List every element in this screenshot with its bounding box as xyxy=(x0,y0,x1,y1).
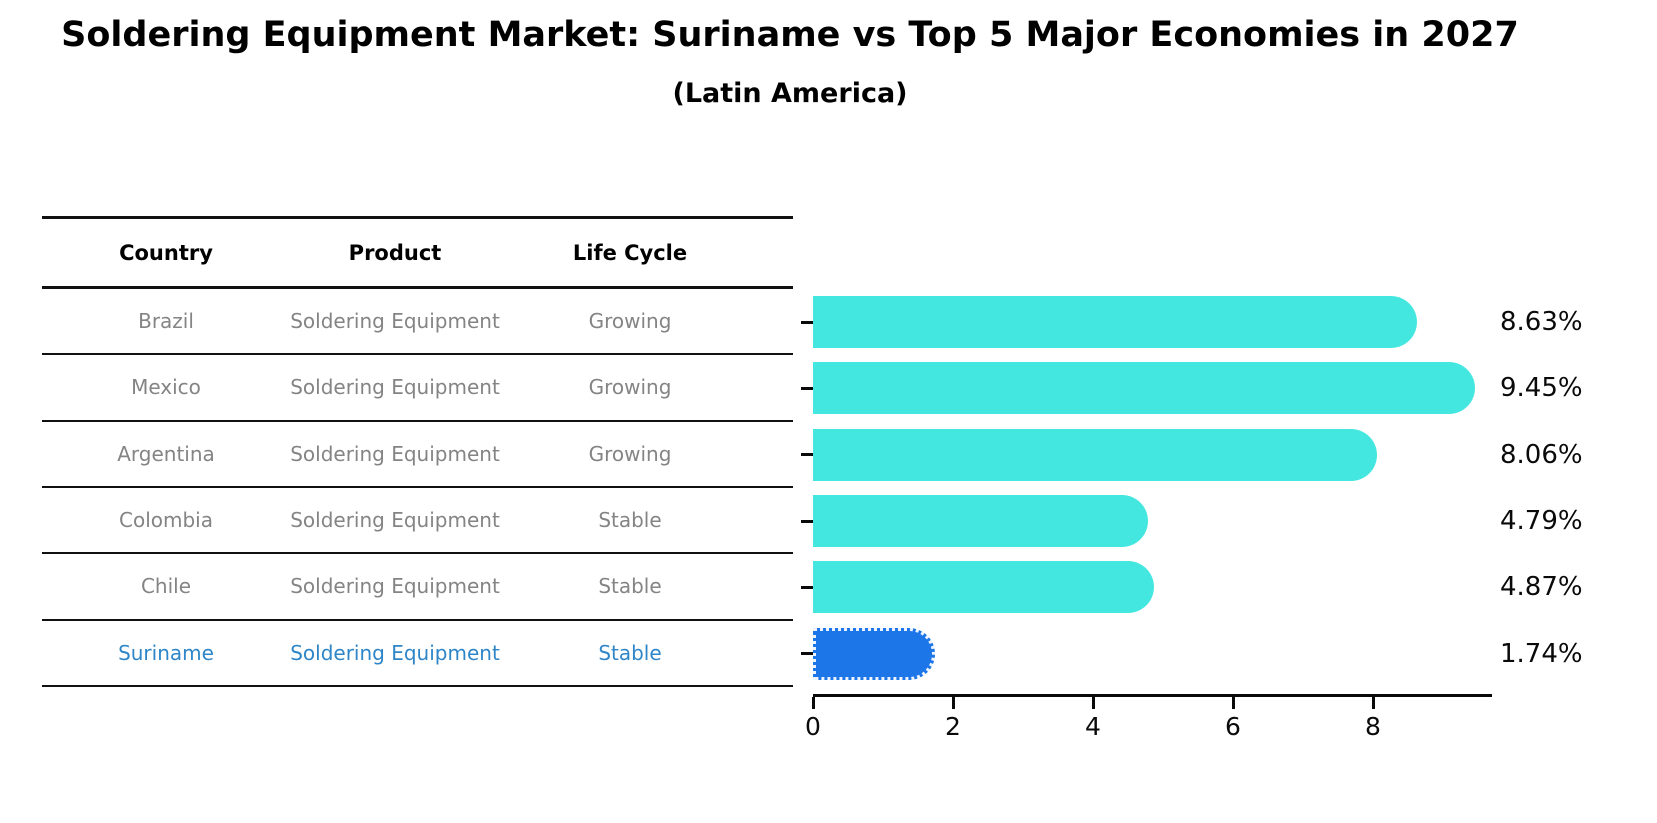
bar-value-label: 4.79% xyxy=(1500,506,1583,537)
x-axis-tick xyxy=(1091,697,1095,709)
header-cell-life-cycle: Life Cycle xyxy=(572,240,688,265)
page-subtitle: (Latin America) xyxy=(672,78,908,109)
y-axis-tick xyxy=(801,652,813,656)
cell-country: Chile xyxy=(140,574,192,599)
x-axis-tick-label: 8 xyxy=(1365,712,1381,741)
x-axis-tick-label: 2 xyxy=(945,712,961,741)
x-axis-tick xyxy=(1231,697,1235,709)
x-axis-tick xyxy=(1371,697,1375,709)
cell-country: Mexico xyxy=(131,375,201,400)
x-axis-tick-label: 0 xyxy=(805,712,821,741)
bar xyxy=(813,561,1154,614)
cell-product: Soldering Equipment xyxy=(290,574,500,599)
header-cell-country: Country xyxy=(119,240,213,265)
cell-life-cycle: Stable xyxy=(598,640,662,665)
y-axis-tick xyxy=(801,453,813,457)
table-row: Chile Soldering Equipment Stable xyxy=(42,554,793,621)
table-row: Mexico Soldering Equipment Growing xyxy=(42,355,793,422)
cell-country: Colombia xyxy=(119,508,213,533)
bar-value-label: 9.45% xyxy=(1500,373,1583,404)
cell-life-cycle: Growing xyxy=(588,375,672,400)
cell-country: Brazil xyxy=(138,309,194,334)
x-axis-tick-label: 4 xyxy=(1085,712,1101,741)
bar xyxy=(813,627,935,680)
cell-product: Soldering Equipment xyxy=(290,508,500,533)
cell-country: Argentina xyxy=(117,441,215,466)
cell-life-cycle: Stable xyxy=(598,574,662,599)
cell-product: Soldering Equipment xyxy=(290,375,500,400)
cell-life-cycle: Stable xyxy=(598,508,662,533)
cell-life-cycle: Growing xyxy=(588,441,672,466)
bar xyxy=(813,362,1475,415)
x-axis-tick xyxy=(811,697,815,709)
bar-value-label: 8.63% xyxy=(1500,307,1583,338)
cell-life-cycle: Growing xyxy=(588,309,672,334)
cell-product: Soldering Equipment xyxy=(290,309,500,334)
table-row: Suriname Soldering Equipment Stable xyxy=(42,621,793,687)
bar-value-label: 4.87% xyxy=(1500,572,1583,603)
y-axis-tick xyxy=(801,386,813,390)
y-axis-tick xyxy=(801,585,813,589)
cell-product: Soldering Equipment xyxy=(290,640,500,665)
cell-country: Suriname xyxy=(118,640,214,665)
bar xyxy=(813,428,1378,481)
y-axis-tick xyxy=(801,519,813,523)
table-row: Colombia Soldering Equipment Stable xyxy=(42,488,793,555)
x-axis-tick-label: 6 xyxy=(1225,712,1241,741)
table-row: Argentina Soldering Equipment Growing xyxy=(42,422,793,488)
bar xyxy=(813,296,1418,349)
y-axis-tick xyxy=(801,320,813,324)
bar xyxy=(813,495,1149,548)
cell-product: Soldering Equipment xyxy=(290,441,500,466)
page-title: Soldering Equipment Market: Suriname vs … xyxy=(61,15,1519,55)
x-axis-line xyxy=(813,694,1492,697)
x-axis-tick xyxy=(951,697,955,709)
bar-value-label: 1.74% xyxy=(1500,638,1583,669)
bar-value-label: 8.06% xyxy=(1500,439,1583,470)
table-header-row: Country Product Life Cycle xyxy=(42,216,793,289)
header-cell-product: Product xyxy=(348,240,442,265)
table-row: Brazil Soldering Equipment Growing xyxy=(42,289,793,356)
